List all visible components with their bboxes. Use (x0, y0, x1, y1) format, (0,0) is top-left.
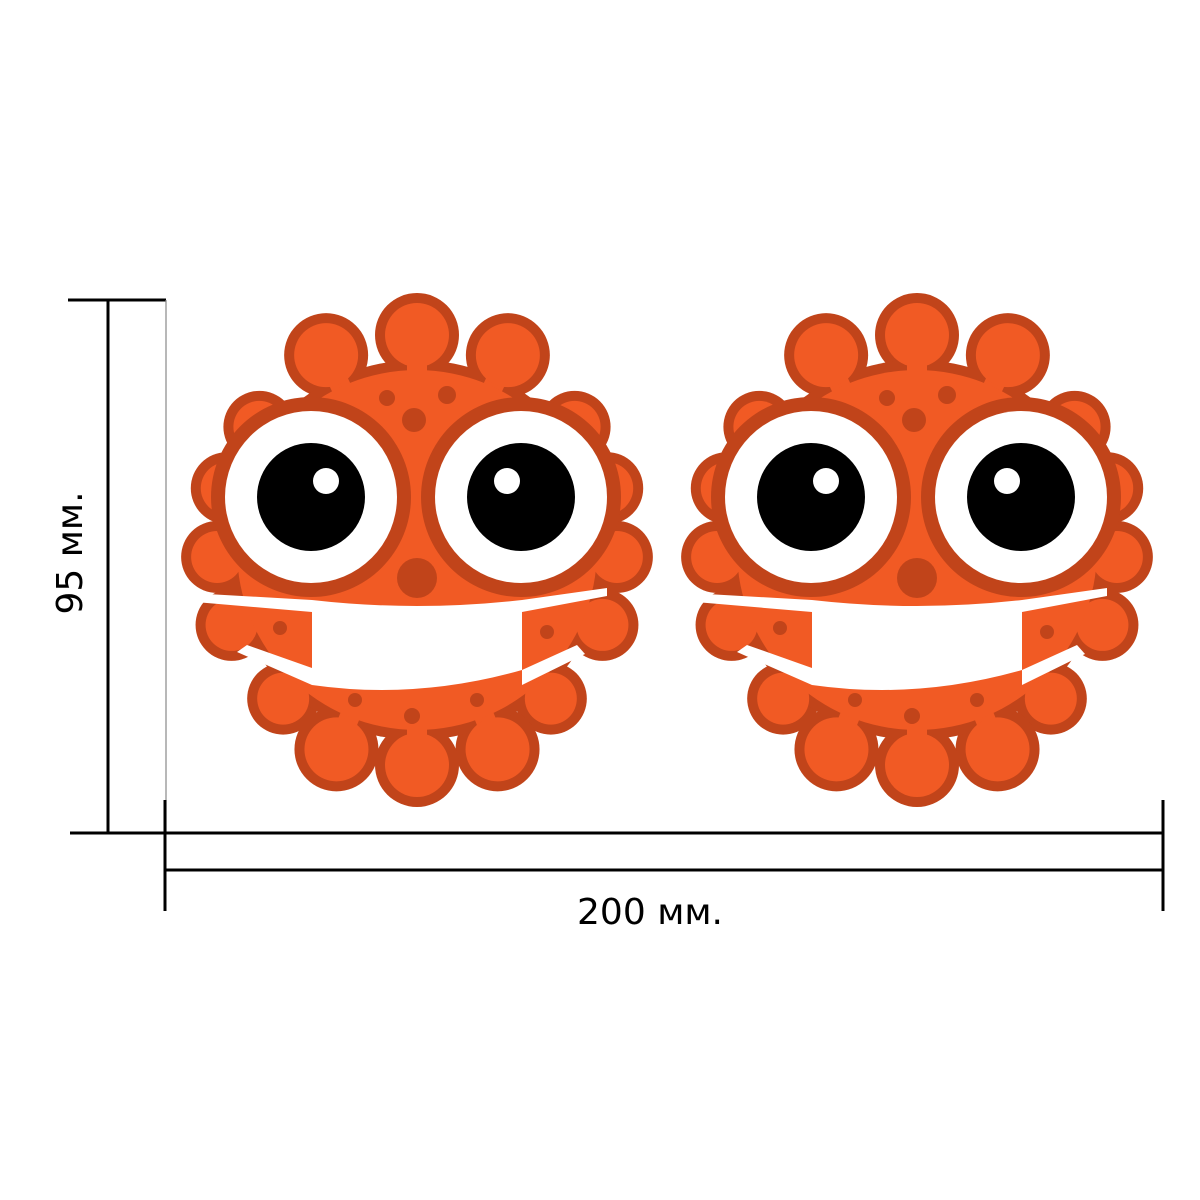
height-dimension (68, 298, 167, 835)
width-dimension (163, 800, 1165, 911)
height-label: 95 мм. (50, 491, 91, 614)
virus-sticker-left (172, 293, 653, 807)
width-label: 200 мм. (577, 892, 723, 933)
virus-sticker-right (672, 293, 1153, 807)
